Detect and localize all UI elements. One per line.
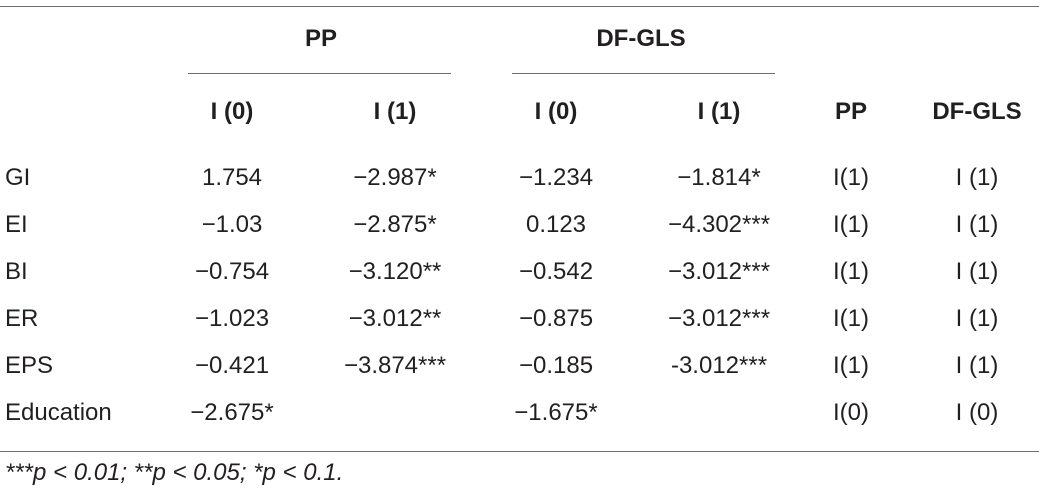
table-cell: I(1) xyxy=(833,258,869,285)
column-header: I (1) xyxy=(373,98,417,125)
row-label: EPS xyxy=(5,352,54,379)
table-cell: 0.123 xyxy=(525,211,587,238)
table-cell: I (1) xyxy=(955,305,999,332)
table-cell: -3.012*** xyxy=(670,352,768,379)
table-cell: −0.875 xyxy=(518,305,594,332)
column-header: PP xyxy=(834,98,868,125)
table-cell: I (1) xyxy=(955,352,999,379)
table-cell: −3.874*** xyxy=(343,352,447,379)
table-cell: −2.987* xyxy=(353,164,437,191)
row-label: Education xyxy=(5,399,112,426)
table-cell: −0.421 xyxy=(194,352,270,379)
group-rule-dfgls xyxy=(512,73,775,74)
table-cell: I(1) xyxy=(833,211,869,238)
table-cell: −3.012*** xyxy=(667,258,771,285)
column-header: DF-GLS xyxy=(932,98,1022,125)
table-top-rule xyxy=(0,6,1039,7)
table-cell: I(0) xyxy=(833,399,869,426)
table-cell: I(1) xyxy=(833,164,869,191)
table-cell: I (0) xyxy=(955,399,999,426)
table-cell: I (1) xyxy=(955,258,999,285)
table-cell: −1.023 xyxy=(194,305,270,332)
group-header-dfgls: DF-GLS xyxy=(596,25,686,52)
row-label: GI xyxy=(5,164,31,191)
table-cell: −0.754 xyxy=(194,258,270,285)
table-cell: −1.03 xyxy=(201,211,263,238)
table-cell: I(1) xyxy=(833,305,869,332)
table-cell: I (1) xyxy=(955,211,999,238)
group-rule-pp xyxy=(188,73,451,74)
table-cell: −2.675* xyxy=(190,399,274,426)
column-header: I (0) xyxy=(210,98,254,125)
column-header: I (0) xyxy=(534,98,578,125)
table-cell: −1.675* xyxy=(514,399,598,426)
table-bottom-rule xyxy=(0,451,1039,452)
table-cell: −3.120** xyxy=(348,258,442,285)
table-cell: −1.234 xyxy=(518,164,594,191)
table-footnote: ***p < 0.01; **p < 0.05; *p < 0.1. xyxy=(5,459,344,486)
table-cell: −4.302*** xyxy=(667,211,771,238)
row-label: BI xyxy=(5,258,28,285)
table-cell: I (1) xyxy=(955,164,999,191)
group-header-pp: PP xyxy=(304,25,338,52)
table-cell: −2.875* xyxy=(353,211,437,238)
table-cell: −0.542 xyxy=(518,258,594,285)
table-cell: I(1) xyxy=(833,352,869,379)
table-cell: −1.814* xyxy=(677,164,761,191)
table-cell: −3.012*** xyxy=(667,305,771,332)
column-header: I (1) xyxy=(697,98,741,125)
table-cell: 1.754 xyxy=(201,164,263,191)
row-label: EI xyxy=(5,211,28,238)
table-cell: −0.185 xyxy=(518,352,594,379)
table-cell: −3.012** xyxy=(348,305,442,332)
row-label: ER xyxy=(5,305,39,332)
